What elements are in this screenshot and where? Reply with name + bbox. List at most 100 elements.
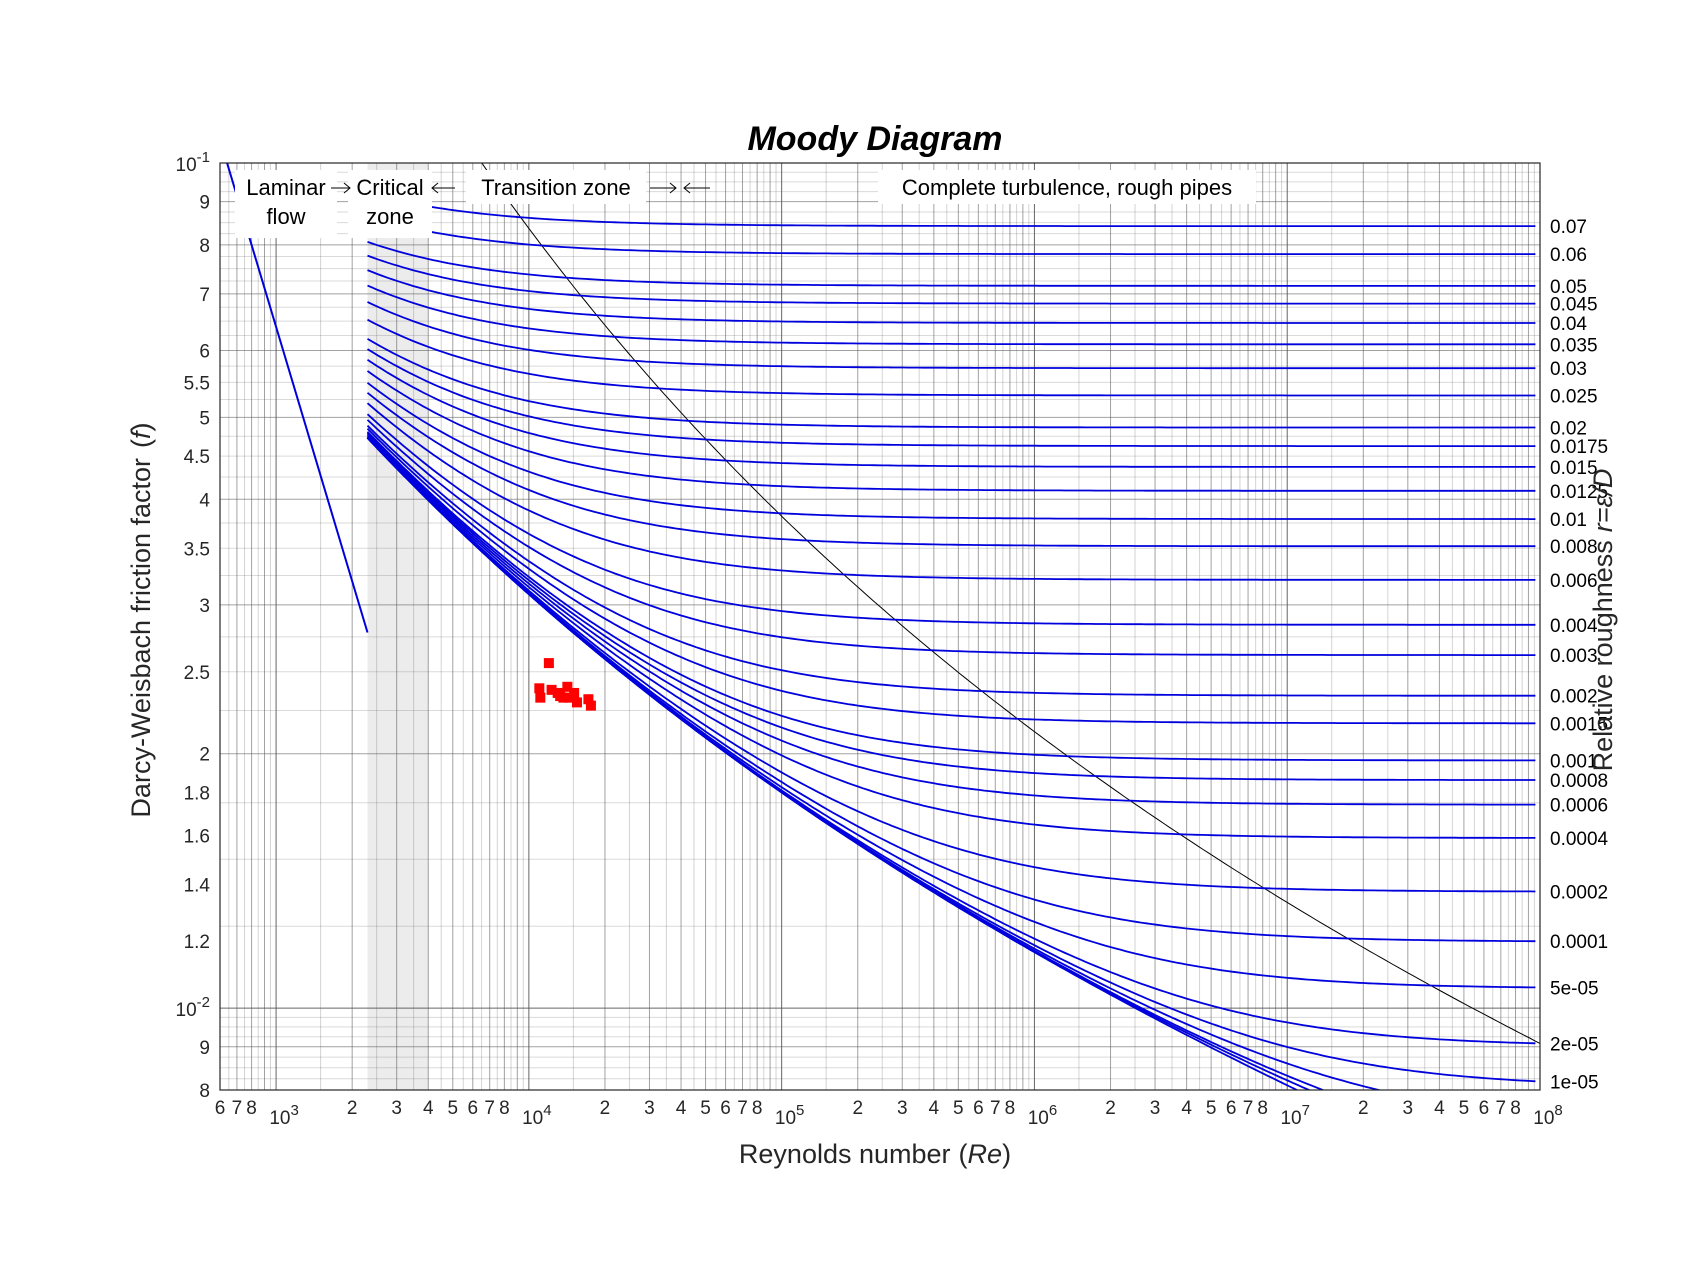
roughness-curve: [366, 431, 1536, 762]
roughness-curve: [367, 338, 1536, 429]
y-minor-tick-label: 1.8: [184, 783, 210, 804]
roughness-label: 0.05: [1550, 277, 1587, 298]
x-minor-tick-label: 4: [423, 1098, 434, 1119]
y-axis-label-open: (: [126, 439, 156, 448]
y-minor-tick-label: 5: [199, 408, 210, 429]
x-minor-tick-label: 2: [1358, 1098, 1369, 1119]
x-major-tick-base: 10: [269, 1108, 290, 1129]
x-major-tick-base: 10: [1280, 1108, 1301, 1129]
roughness-label: 0.0001: [1550, 932, 1608, 953]
y-minor-tick-label: 5.5: [184, 373, 210, 394]
roughness-label: 5e-05: [1550, 978, 1599, 999]
x-minor-tick-label: 8: [1510, 1098, 1521, 1119]
roughness-curve: [367, 192, 1536, 227]
roughness-curve: [367, 318, 1536, 397]
x-major-tick-exp: 3: [290, 1102, 298, 1119]
x-major-tick-exp: 8: [1554, 1102, 1562, 1119]
roughness-label: 0.008: [1550, 537, 1598, 558]
roughness-curve: [366, 392, 1536, 548]
x-major-tick-label: 108: [1533, 1102, 1562, 1129]
roughness-curve: [367, 348, 1536, 447]
roughness-label: 0.0004: [1550, 829, 1609, 850]
roughness-label: 0.0002: [1550, 882, 1608, 903]
roughness-label: 0.006: [1550, 571, 1598, 592]
arrow-critical-transition-head: [431, 182, 439, 194]
y-minor-tick-label: 2.5: [184, 663, 210, 684]
zone-label-box: [878, 170, 1256, 204]
roughness-label: 0.015: [1550, 458, 1598, 479]
x-minor-tick-label: 6: [1226, 1098, 1237, 1119]
zone-label-line2: zone: [366, 204, 414, 229]
y-major-tick-base: 10: [176, 1000, 197, 1021]
y-minor-tick-label: 8: [199, 1081, 210, 1102]
plot-area: 0.070.060.050.0450.040.0350.030.0250.020…: [176, 149, 1609, 1129]
y-major-tick-label: 10-2: [176, 994, 210, 1021]
data-point: [583, 694, 594, 705]
zone-label-line1: Critical: [356, 175, 423, 200]
roughness-label: 1e-05: [1550, 1072, 1599, 1093]
right-axis-label: Relative roughness r=ε/D: [1588, 469, 1618, 772]
zone-label-line1: Laminar: [246, 175, 325, 200]
y-minor-tick-label: 3: [199, 596, 210, 617]
x-minor-tick-label: 5: [1206, 1098, 1217, 1119]
measured-points: [534, 658, 596, 711]
x-major-tick-exp: 4: [543, 1102, 551, 1119]
x-minor-tick-label: 2: [852, 1098, 863, 1119]
x-minor-tick-label: 5: [1459, 1098, 1470, 1119]
roughness-label: 0.001: [1550, 751, 1598, 772]
x-minor-tick-label: 3: [391, 1098, 402, 1119]
x-minor-tick-label: 4: [676, 1098, 687, 1119]
roughness-curve: [366, 436, 1536, 893]
roughness-label: 0.0015: [1550, 714, 1608, 735]
complete-turbulence-boundary: [481, 163, 1540, 1045]
roughness-curve: [366, 432, 1536, 781]
roughness-curve: [366, 425, 1536, 697]
roughness-label: 0.06: [1550, 245, 1587, 266]
roughness-curve: [367, 269, 1536, 324]
data-point: [585, 700, 596, 711]
critical-zone-shade: [367, 163, 429, 1090]
x-minor-tick-label: 4: [1181, 1098, 1192, 1119]
x-major-tick-label: 103: [269, 1102, 298, 1129]
roughness-curve: [366, 382, 1536, 520]
y-tick-labels: 10-110-298765.554.543.532.521.81.61.41.2…: [176, 149, 211, 1102]
plot-frame: [219, 162, 1541, 1091]
y-minor-tick-label: 8: [199, 236, 210, 257]
y-major-tick-base: 10: [176, 155, 197, 176]
roughness-curve: [366, 433, 1536, 806]
x-minor-tick-label: 8: [1257, 1098, 1268, 1119]
x-minor-tick-label: 4: [929, 1098, 940, 1119]
roughness-label: 0.07: [1550, 217, 1587, 238]
roughness-curve: [366, 370, 1536, 492]
roughness-labels: 0.070.060.050.0450.040.0350.030.0250.020…: [1550, 217, 1609, 1093]
y-major-tick-exp: -2: [197, 994, 210, 1011]
right-axis-label-var: r=ε/D: [1588, 469, 1618, 533]
y-minor-tick-label: 6: [199, 341, 210, 362]
y-minor-tick-label: 3.5: [184, 539, 210, 560]
y-minor-tick-label: 1.6: [184, 827, 210, 848]
y-axis-label-text: Darcy-Weisbach friction factor: [126, 458, 156, 818]
roughness-curve: [366, 434, 1536, 839]
x-minor-tick-label: 8: [499, 1098, 510, 1119]
roughness-curve: [366, 413, 1536, 626]
roughness-curve: [366, 419, 1536, 656]
y-minor-tick-label: 9: [199, 1038, 210, 1059]
x-major-tick-exp: 7: [1302, 1102, 1310, 1119]
roughness-label: 0.03: [1550, 359, 1587, 380]
roughness-label: 0.035: [1550, 335, 1598, 356]
data-point: [571, 697, 582, 708]
x-minor-tick-label: 5: [953, 1098, 964, 1119]
x-axis-label-text: Reynolds number: [739, 1139, 951, 1169]
x-minor-tick-label: 8: [246, 1098, 257, 1119]
arrow-laminar-critical-head: [343, 182, 351, 194]
x-minor-tick-label: 6: [215, 1098, 226, 1119]
x-minor-tick-label: 3: [644, 1098, 655, 1119]
roughness-label: 0.003: [1550, 646, 1598, 667]
roughness-curve-smooth: [366, 437, 1300, 1090]
x-axis-label: Reynolds number (Re): [739, 1139, 1011, 1169]
chart-title: Moody Diagram: [747, 120, 1002, 158]
roughness-label: 0.045: [1550, 295, 1598, 316]
x-minor-tick-label: 5: [447, 1098, 458, 1119]
zone-label-line2: flow: [266, 204, 305, 229]
y-minor-tick-label: 4.5: [184, 447, 210, 468]
